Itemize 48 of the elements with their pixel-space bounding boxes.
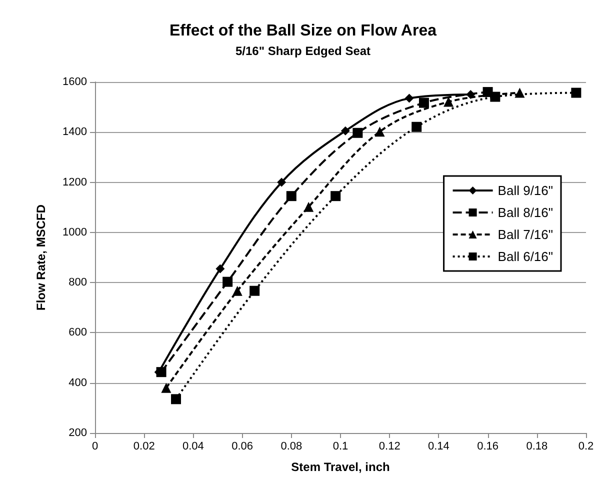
point bbox=[374, 126, 385, 137]
y-tick-label: 1600 bbox=[62, 76, 87, 88]
point bbox=[340, 126, 350, 136]
point bbox=[232, 286, 242, 296]
x-tick-label: 0.04 bbox=[182, 440, 204, 452]
point bbox=[466, 90, 476, 100]
point bbox=[418, 98, 429, 108]
y-tick-label: 1000 bbox=[62, 226, 87, 238]
point bbox=[352, 128, 363, 138]
point bbox=[161, 382, 172, 393]
y-tick-label: 1400 bbox=[62, 126, 87, 138]
legend-label: Ball 9/16" bbox=[498, 183, 554, 198]
point bbox=[304, 202, 314, 212]
x-tick-label: 0 bbox=[92, 440, 98, 452]
x-tick-label: 0.02 bbox=[133, 440, 155, 452]
x-tick-label: 0.14 bbox=[428, 440, 450, 452]
y-axis-title: Flow Rate, MSCFD bbox=[34, 204, 48, 311]
x-tick-label: 0.1 bbox=[332, 440, 348, 452]
point bbox=[444, 96, 454, 107]
point bbox=[286, 191, 296, 202]
x-tick-label: 0.18 bbox=[526, 440, 548, 452]
legend-label: Ball 6/16" bbox=[498, 249, 554, 264]
point bbox=[514, 88, 525, 98]
y-tick-label: 200 bbox=[68, 427, 87, 439]
x-tick-label: 0.08 bbox=[280, 440, 302, 452]
chart-subtitle: 5/16" Sharp Edged Seat bbox=[235, 44, 371, 58]
legend-label: Ball 7/16" bbox=[498, 227, 554, 242]
point bbox=[482, 87, 493, 98]
x-axis-title: Stem Travel, inch bbox=[291, 460, 390, 474]
y-tick-label: 1200 bbox=[62, 176, 87, 188]
x-tick-label: 0.16 bbox=[477, 440, 499, 452]
point bbox=[571, 88, 582, 98]
point bbox=[216, 264, 225, 274]
point bbox=[250, 286, 260, 296]
legend-label: Ball 8/16" bbox=[498, 205, 554, 220]
y-tick-label: 800 bbox=[68, 276, 87, 289]
x-tick-label: 0.06 bbox=[232, 440, 254, 452]
chart-title: Effect of the Ball Size on Flow Area bbox=[170, 22, 437, 40]
point bbox=[222, 276, 233, 287]
point bbox=[171, 394, 182, 404]
point bbox=[277, 178, 286, 187]
x-tick-label: 0.2 bbox=[578, 440, 594, 452]
x-tick-label: 0.12 bbox=[378, 440, 400, 452]
point bbox=[404, 94, 414, 103]
point bbox=[330, 191, 341, 202]
y-tick-label: 400 bbox=[68, 376, 87, 389]
point bbox=[412, 122, 422, 132]
y-tick-label: 600 bbox=[68, 326, 87, 339]
